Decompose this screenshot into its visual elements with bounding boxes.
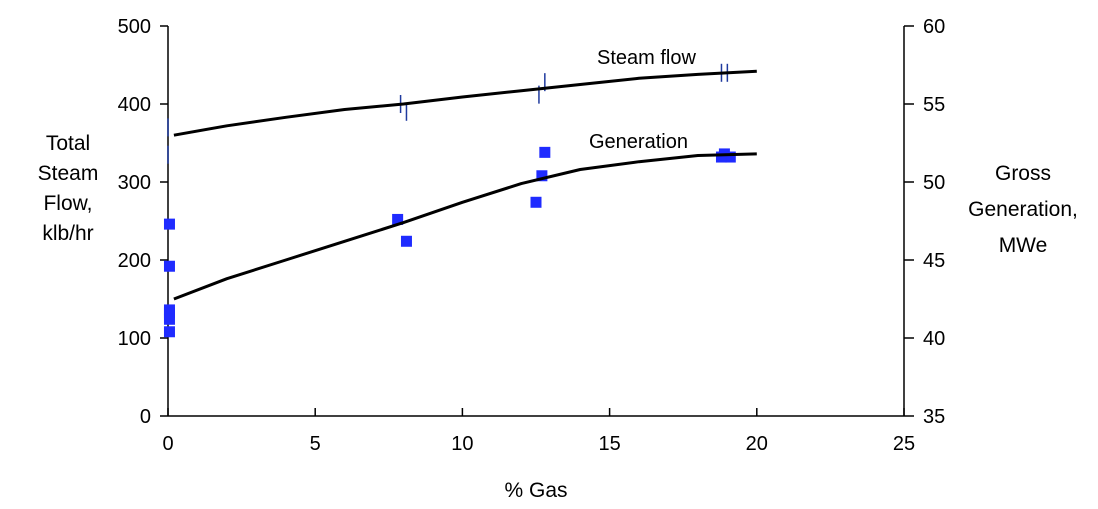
y-right-tick-label: 50	[923, 172, 945, 194]
y-left-tick-label: 300	[118, 172, 151, 194]
y-right-tick-label: 40	[923, 328, 945, 350]
data-point-square	[163, 326, 175, 338]
x-axis-title: % Gas	[504, 479, 567, 502]
y-left-tick-label: 200	[118, 250, 151, 272]
y-right-axis-title-line: MWe	[999, 234, 1048, 257]
data-point-square	[724, 151, 736, 163]
y-left-axis-title-line: klb/hr	[42, 222, 93, 245]
annotation-generation: Generation	[589, 131, 688, 153]
axes	[167, 26, 905, 417]
data-point-square	[539, 146, 551, 158]
data-point-square	[400, 235, 412, 247]
y-left-tick-label: 400	[118, 94, 151, 116]
y-right-axis-title-line: Gross	[995, 162, 1051, 185]
data-point-square	[536, 170, 548, 182]
y-right-tick-label: 60	[923, 16, 945, 38]
y-left-tick-label: 100	[118, 328, 151, 350]
y-right-axis-title: Gross Generation, MWe	[968, 162, 1078, 257]
annotation-steam-flow: Steam flow	[597, 47, 696, 69]
y-left-axis-title-line: Steam	[38, 162, 99, 185]
data-point-square	[163, 313, 175, 325]
y-left-axis-title-line: Total	[46, 132, 90, 155]
x-tick-label: 25	[893, 433, 915, 455]
y-right-tick-label: 55	[923, 94, 945, 116]
y-left-tick-label: 0	[140, 406, 151, 428]
fit-line-series-2	[173, 69, 757, 137]
x-tick-label: 5	[310, 433, 321, 455]
data-point-square	[163, 260, 175, 272]
y-right-axis-title-line: Generation,	[968, 198, 1078, 221]
data-point-square	[715, 151, 727, 163]
data-point-square	[392, 213, 404, 225]
y-left-tick-label: 500	[118, 16, 151, 38]
labels: 0 5 10 15 20 25 0 100 200 300 400 500 35 40 45 50 55 60 % …	[38, 16, 1078, 502]
data-point-square	[163, 218, 175, 230]
x-tick-label: 0	[162, 433, 173, 455]
x-tick-label: 10	[451, 433, 473, 455]
fit-lines	[173, 69, 757, 301]
y-left-axis-title-line: Flow,	[43, 192, 92, 215]
ticks	[160, 25, 914, 417]
marks	[163, 63, 736, 338]
data-point-square	[530, 196, 542, 208]
data-point-square	[163, 307, 175, 319]
x-tick-label: 15	[598, 433, 620, 455]
y-right-tick-label: 45	[923, 250, 945, 272]
fit-line-series-3	[173, 152, 757, 301]
y-right-tick-label: 35	[923, 406, 945, 428]
y-left-axis-title: Total Steam Flow, klb/hr	[38, 132, 99, 245]
x-tick-label: 20	[746, 433, 768, 455]
